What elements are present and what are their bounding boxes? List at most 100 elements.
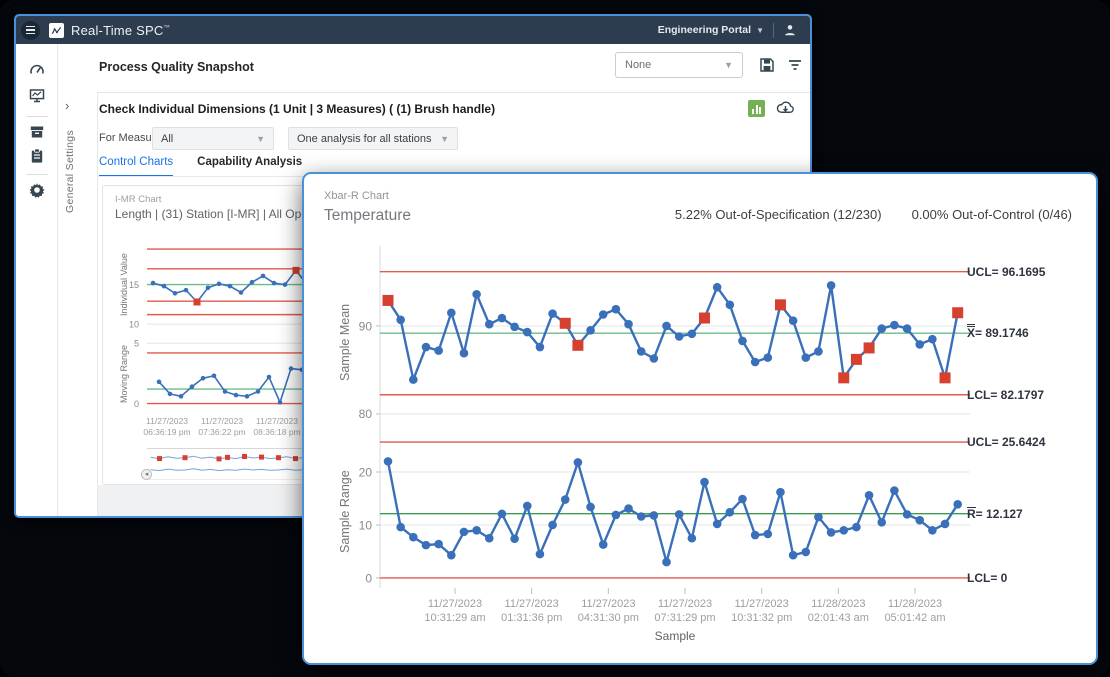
data-point-marker bbox=[712, 282, 722, 292]
chevron-down-icon: ▼ bbox=[256, 133, 265, 144]
monitor-chart-icon[interactable] bbox=[29, 88, 45, 104]
data-point-marker bbox=[864, 491, 874, 500]
x-axis-tick-label: 11/27/2023 07:36:22 pm bbox=[198, 416, 246, 437]
settings-gear-icon[interactable] bbox=[29, 182, 45, 198]
general-settings-rail: › General Settings bbox=[58, 92, 98, 516]
range-center-value: = 12.127 bbox=[975, 507, 1023, 521]
xbar-center-symbol: X bbox=[967, 324, 976, 340]
data-point-marker bbox=[725, 507, 735, 517]
data-point-marker bbox=[459, 348, 469, 358]
data-point-marker bbox=[548, 309, 557, 318]
archive-box-icon[interactable] bbox=[29, 124, 45, 140]
out-of-spec-marker bbox=[193, 298, 201, 306]
data-point-marker bbox=[611, 510, 621, 520]
tab-capability-analysis[interactable]: Capability Analysis bbox=[197, 156, 303, 168]
data-point-marker bbox=[890, 486, 899, 495]
data-point-marker bbox=[396, 522, 405, 532]
x-axis-tick-label: 11/27/2023 10:31:32 pm bbox=[731, 598, 793, 624]
sample-x-axis-ticks: 11/27/2023 10:31:29 am 11/27/2023 01:31:36 … bbox=[380, 598, 970, 624]
out-of-spec-marker bbox=[242, 454, 247, 459]
navigator-handle[interactable]: ◂ bbox=[141, 469, 152, 480]
xbar-center-value: = 89.1746 bbox=[975, 326, 1029, 340]
clipboard-icon[interactable] bbox=[29, 148, 45, 164]
range-center-label: R= 12.127 bbox=[967, 507, 1023, 521]
out-of-spec-marker bbox=[182, 455, 188, 461]
data-point-marker bbox=[877, 324, 887, 333]
analysis-mode-select[interactable]: One analysis for all stations ▼ bbox=[288, 127, 458, 150]
range-svg: 20 10 0 bbox=[359, 426, 970, 594]
imr-chart-subtitle: Length | (31) Station [I-MR] | All Opera… bbox=[115, 207, 339, 221]
data-point-marker bbox=[421, 342, 431, 352]
data-point-marker bbox=[953, 500, 962, 509]
measure-select[interactable]: All ▼ bbox=[152, 127, 274, 150]
out-of-spec-marker bbox=[939, 372, 951, 384]
data-point-marker bbox=[649, 511, 659, 520]
data-point-marker bbox=[915, 515, 925, 525]
range-ucl-label: UCL= 25.6424 bbox=[967, 435, 1046, 449]
data-point-marker bbox=[383, 457, 393, 466]
portal-dropdown[interactable]: Engineering Portal ▼ bbox=[658, 24, 764, 36]
x-axis-tick-label: 11/27/2023 04:31:30 pm bbox=[577, 598, 639, 624]
y-tick-label: 10 bbox=[129, 319, 139, 329]
trademark: ™ bbox=[163, 24, 171, 32]
out-of-spec-marker bbox=[157, 456, 162, 462]
sidebar bbox=[16, 44, 58, 516]
y-tick-label: 0 bbox=[134, 399, 139, 409]
sample-mean-plot[interactable]: 90 80 bbox=[359, 246, 970, 428]
data-point-marker bbox=[662, 557, 671, 567]
data-point-marker bbox=[434, 346, 443, 355]
xbar-center-label: X= 89.1746 bbox=[967, 324, 1029, 340]
preset-select[interactable]: None ▼ bbox=[615, 52, 743, 78]
data-point-marker bbox=[902, 510, 912, 519]
chevron-down-icon: ▼ bbox=[756, 25, 764, 35]
analysis-panel-title: Check Individual Dimensions (1 Unit | 3 … bbox=[99, 102, 496, 116]
menu-hamburger-button[interactable] bbox=[21, 20, 40, 40]
data-point-marker bbox=[915, 340, 925, 349]
out-of-spec-marker bbox=[850, 353, 862, 365]
data-point-marker bbox=[484, 319, 494, 329]
data-point-marker bbox=[260, 273, 266, 279]
user-account-icon[interactable] bbox=[783, 23, 797, 37]
page-title: Process Quality Snapshot bbox=[99, 60, 254, 74]
data-point-marker bbox=[497, 313, 507, 323]
data-point-marker bbox=[150, 280, 156, 286]
bar-chart-icon bbox=[752, 109, 754, 114]
range-center-symbol: R bbox=[967, 507, 976, 521]
analysis-select-value: One analysis for all stations bbox=[297, 132, 432, 145]
save-icon[interactable] bbox=[758, 56, 776, 74]
data-point-marker bbox=[244, 394, 250, 399]
topbar-right: Engineering Portal ▼ bbox=[658, 22, 810, 38]
out-of-spec-marker bbox=[838, 372, 850, 384]
filter-icon[interactable] bbox=[786, 56, 804, 74]
app-logo bbox=[49, 22, 64, 38]
range-y-axis-label: Sample Range bbox=[338, 470, 352, 554]
dashboard-gauge-icon[interactable] bbox=[29, 62, 45, 78]
data-point-marker bbox=[535, 342, 545, 352]
sidebar-divider bbox=[26, 174, 48, 175]
data-point-marker bbox=[282, 282, 288, 287]
data-point-marker bbox=[877, 518, 887, 527]
chevron-down-icon: ▼ bbox=[724, 60, 733, 70]
cloud-download-icon[interactable] bbox=[776, 99, 795, 115]
rail-label[interactable]: General Settings bbox=[64, 130, 76, 214]
xbar-lcl-label: LCL= 82.1797 bbox=[967, 388, 1045, 402]
data-point-marker bbox=[814, 347, 823, 356]
portal-label: Engineering Portal bbox=[657, 24, 752, 36]
sample-range-plot[interactable]: 20 10 0 bbox=[359, 426, 970, 594]
chart-statistics: 5.22% Out-of-Specification (12/230) 0.00… bbox=[675, 207, 1072, 222]
data-point-marker bbox=[472, 525, 481, 535]
header-divider bbox=[58, 92, 810, 93]
data-point-marker bbox=[459, 527, 469, 537]
data-point-marker bbox=[598, 310, 608, 319]
data-point-marker bbox=[271, 280, 277, 286]
imr-x-axis-ticks: 11/27/2023 06:36:19 pm 11/27/2023 07:36:22 … bbox=[143, 416, 647, 442]
data-point-marker bbox=[227, 283, 233, 289]
tab-control-charts[interactable]: Control Charts bbox=[99, 156, 174, 177]
data-point-marker bbox=[763, 353, 773, 362]
rail-expand-chevron-icon[interactable]: › bbox=[65, 98, 70, 113]
data-point-marker bbox=[277, 400, 283, 405]
imr-y2-axis-label: Moving Range bbox=[119, 344, 129, 404]
data-point-marker bbox=[548, 520, 557, 530]
data-point-marker bbox=[178, 394, 184, 399]
chart-view-button[interactable] bbox=[748, 100, 765, 117]
